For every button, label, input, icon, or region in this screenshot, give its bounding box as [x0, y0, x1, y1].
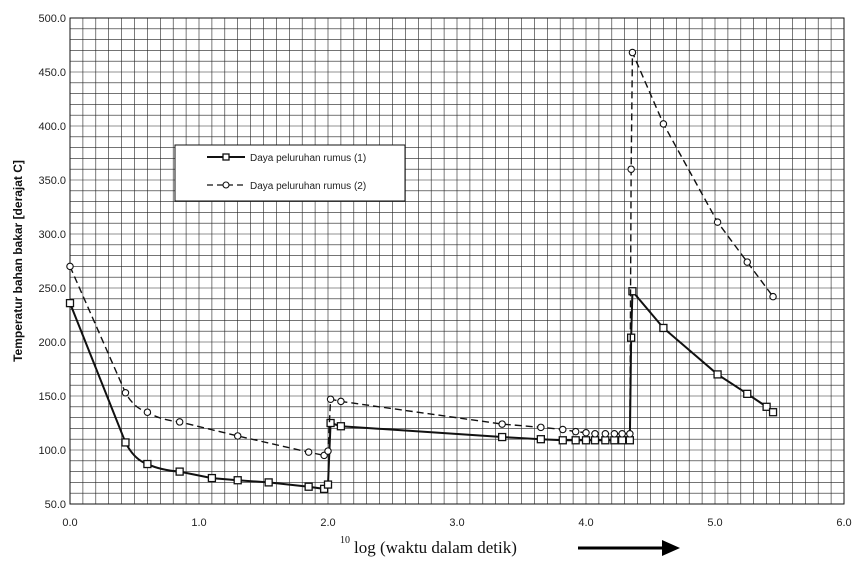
legend: Daya peluruhan rumus (1) Daya peluruhan … [174, 144, 406, 202]
y-tick-label: 350.0 [38, 175, 66, 187]
x-tick-label: 2.0 [320, 517, 335, 529]
arrow-right-icon [578, 540, 680, 556]
data-point-circle [769, 292, 777, 301]
y-tick-label: 50.0 [45, 499, 66, 511]
data-point-circle [66, 262, 74, 271]
legend-box [174, 144, 406, 202]
data-point-circle [582, 428, 590, 437]
data-point-circle [628, 48, 637, 57]
data-point-square [323, 480, 333, 489]
x-tick-label: 6.0 [836, 517, 851, 529]
x-tick-label: 5.0 [707, 517, 722, 529]
data-point-square [610, 436, 619, 445]
data-point-circle [233, 432, 242, 440]
data-point-square [207, 473, 217, 483]
series-layer [65, 48, 778, 494]
data-point-square [264, 478, 273, 487]
y-tick-label: 150.0 [38, 391, 66, 403]
data-point-square [497, 432, 507, 442]
y-tick-label: 200.0 [38, 337, 66, 349]
data-point-square [743, 389, 752, 398]
data-point-square [768, 408, 778, 417]
data-point-square [558, 436, 567, 445]
data-point-square [65, 298, 75, 308]
data-point-square [143, 459, 152, 469]
y-axis-label: Temperatur bahan bakar [derajat C] [11, 160, 25, 362]
x-tick-labels: 0.0 1.0 2.0 3.0 4.0 5.0 6.0 [62, 517, 851, 529]
data-point-square [121, 438, 130, 447]
data-point-circle [326, 395, 335, 403]
data-point-square [601, 436, 610, 445]
data-point-square [536, 435, 545, 444]
x-tick-label: 1.0 [191, 517, 206, 529]
y-tick-label: 250.0 [38, 283, 66, 295]
legend-label-1: Daya peluruhan rumus (1) [250, 153, 366, 164]
data-point-circle [659, 120, 668, 128]
y-tick-label: 300.0 [38, 229, 66, 241]
data-point-circle [601, 430, 610, 438]
data-point-circle [175, 418, 184, 426]
data-point-square [304, 482, 313, 491]
data-point-circle [498, 420, 506, 428]
y-tick-label: 100.0 [38, 445, 66, 457]
data-point-circle [559, 425, 567, 434]
data-point-circle [591, 430, 599, 438]
data-point-square [628, 287, 637, 296]
data-point-square [590, 436, 600, 445]
data-point-circle [610, 430, 619, 438]
x-tick-label: 4.0 [578, 517, 593, 529]
x-tick-label: 0.0 [62, 517, 77, 529]
x-tick-label: 3.0 [449, 517, 464, 529]
data-point-circle [537, 423, 545, 432]
data-point-circle [143, 408, 152, 416]
data-point-square [175, 467, 184, 476]
data-point-square [571, 436, 580, 445]
data-point-square [713, 370, 722, 379]
data-point-square [326, 418, 335, 428]
data-point-square [617, 436, 627, 445]
data-point-circle [337, 397, 345, 406]
legend-marker-circle [222, 181, 230, 189]
data-point-square [762, 402, 771, 411]
data-point-circle [121, 389, 130, 397]
data-point-circle [627, 165, 635, 173]
data-point-circle [743, 258, 751, 266]
data-point-circle [713, 218, 722, 226]
x-axis-label-superscript: 10 [340, 535, 350, 546]
data-point-circle [618, 430, 626, 438]
data-point-square [336, 422, 346, 431]
legend-marker-square [222, 153, 230, 161]
data-point-square [581, 436, 591, 445]
grid [70, 18, 844, 504]
data-point-square [627, 333, 636, 342]
data-point-square [233, 476, 242, 485]
y-tick-label: 500.0 [38, 13, 66, 25]
data-point-circle [304, 448, 313, 456]
data-point-square [659, 323, 668, 333]
y-tick-labels: 50.0 100.0 150.0 200.0 250.0 300.0 350.0 400.0 4… [38, 13, 66, 511]
y-tick-label: 450.0 [38, 67, 66, 79]
legend-label-2: Daya peluruhan rumus (2) [250, 181, 366, 192]
y-tick-label: 400.0 [38, 121, 66, 133]
data-point-square [625, 436, 635, 445]
data-point-circle [571, 427, 580, 436]
data-point-circle [324, 447, 332, 455]
x-axis-label: log (waktu dalam detik) [354, 538, 517, 557]
series-line-2 [69, 52, 774, 457]
data-point-circle [626, 430, 634, 438]
